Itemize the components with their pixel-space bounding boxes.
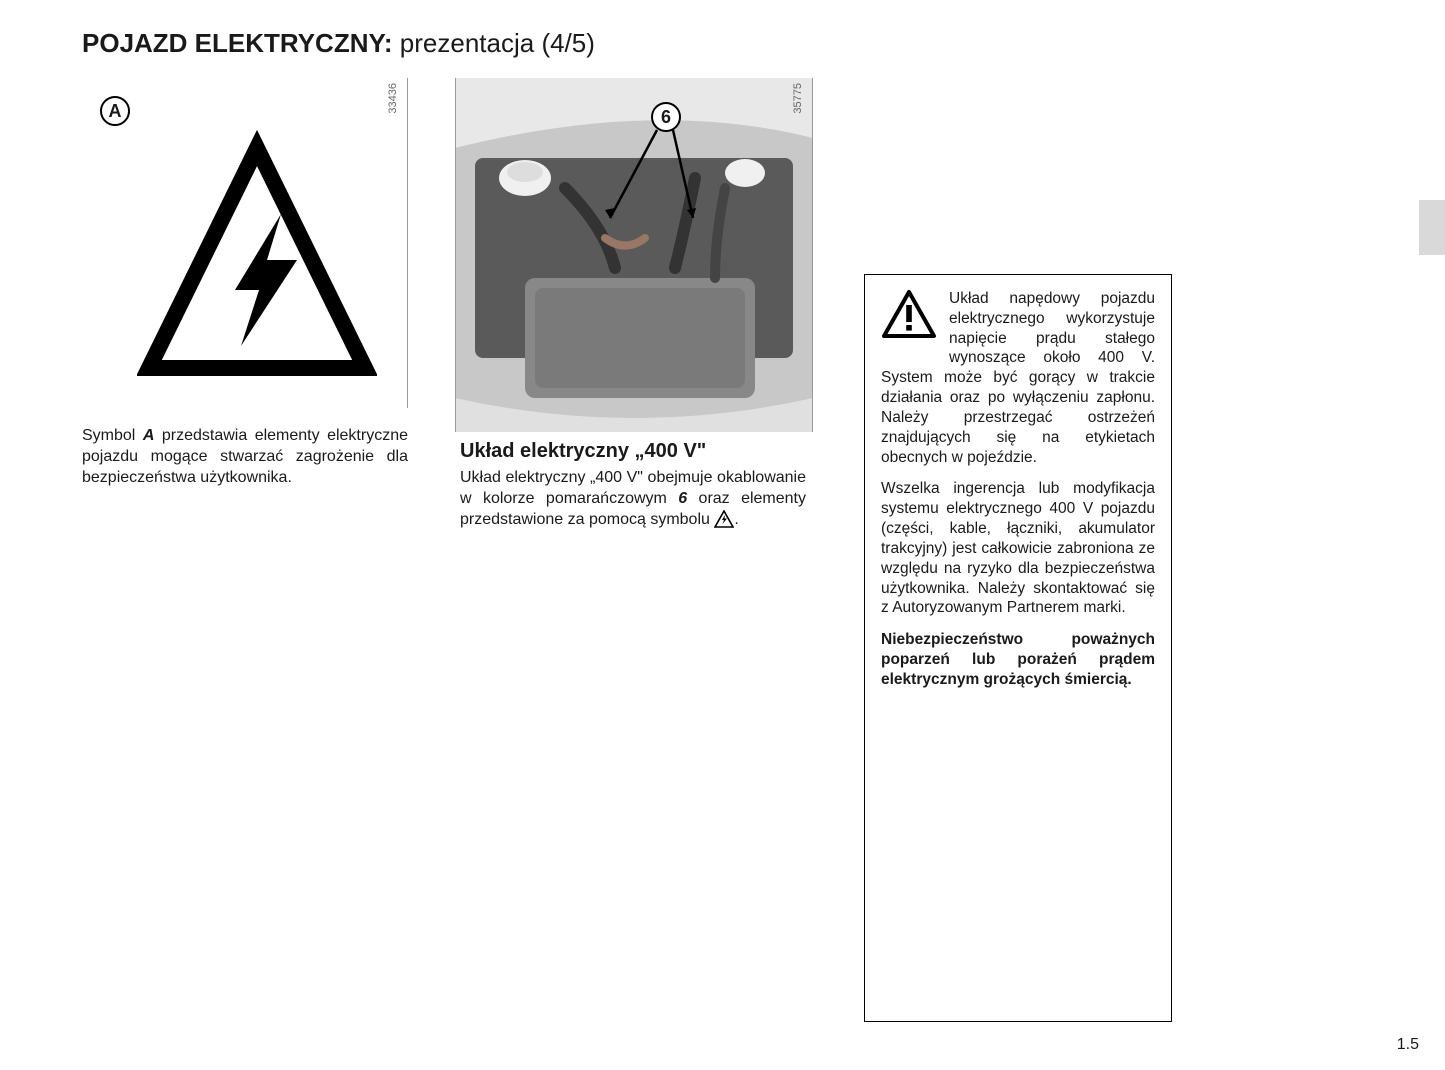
col2-text-bold: 6	[678, 490, 687, 507]
col2-body-text: Układ elektryczny „400 V" obejmuje okabl…	[460, 468, 806, 530]
warning-p2: Wszelka ingerencja lub modyfikacja syste…	[881, 479, 1155, 618]
warning-p3-bold: Niebezpieczeństwo poważnych poparzeń lub…	[881, 630, 1155, 689]
figure-engine-bay: 35775 6	[455, 78, 813, 432]
callout-label-6: 6	[651, 102, 681, 132]
inline-hazard-icon	[714, 510, 734, 528]
col2-text-c: .	[734, 511, 738, 528]
page-side-tab	[1419, 200, 1445, 255]
page-number: 1.5	[1397, 1036, 1419, 1054]
page-title-bold: POJAZD ELEKTRYCZNY:	[82, 28, 393, 58]
image-number-center: 35775	[792, 83, 804, 114]
col1-text-bold: A	[143, 427, 155, 444]
callout-label-a: A	[100, 96, 130, 126]
electric-hazard-icon	[137, 118, 377, 398]
col1-text-prefix: Symbol	[82, 427, 143, 444]
page-title-light: prezentacja (4/5)	[393, 28, 595, 58]
engine-bay-photo	[456, 78, 812, 432]
page-title: POJAZD ELEKTRYCZNY: prezentacja (4/5)	[82, 28, 595, 59]
figure-hazard-symbol: A 33436	[82, 78, 408, 408]
image-number-left: 33436	[387, 83, 399, 114]
warning-box: Układ napędowy pojazdu elektrycznego wyk…	[864, 274, 1172, 1022]
col1-body-text: Symbol A przedstawia elementy elektryczn…	[82, 426, 408, 488]
warning-triangle-icon	[881, 289, 943, 349]
col2-heading: Układ elektryczny „400 V"	[460, 440, 806, 463]
